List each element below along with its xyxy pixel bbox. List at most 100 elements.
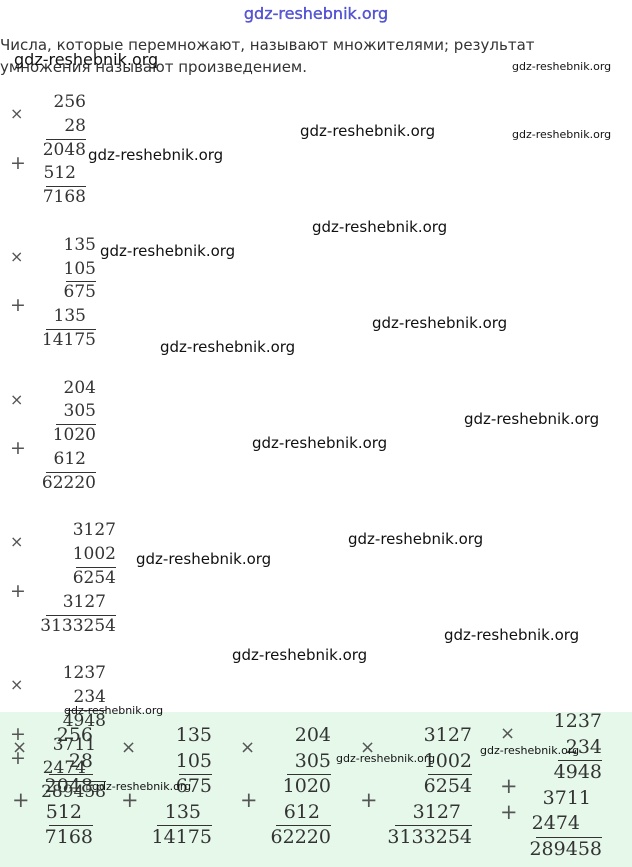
plus-sign: + xyxy=(10,151,26,174)
number: 3711 xyxy=(542,786,591,809)
number: 135 xyxy=(175,724,212,746)
number: 4948 xyxy=(62,710,106,731)
rule xyxy=(157,825,212,827)
number: 135 xyxy=(164,800,201,823)
number: 2048 xyxy=(42,139,86,160)
number: 4948 xyxy=(553,761,602,784)
rule xyxy=(49,774,93,776)
number: 135 xyxy=(63,234,96,255)
watermark: gdz-reshebnik.org xyxy=(64,704,164,717)
number: 3127 xyxy=(423,724,472,746)
times-sign: × xyxy=(10,103,24,123)
number: 3711 xyxy=(52,734,96,755)
number: 305 xyxy=(294,749,331,772)
times-sign: × xyxy=(240,736,256,758)
rule xyxy=(287,774,331,776)
number: 512 xyxy=(45,800,82,823)
number: 612 xyxy=(53,449,86,469)
number: 3133254 xyxy=(387,826,472,849)
number: 204 xyxy=(294,724,331,746)
number: 105 xyxy=(175,749,212,772)
plus-sign: + xyxy=(10,579,26,602)
number: 135 xyxy=(53,306,86,327)
number: 1020 xyxy=(282,775,331,798)
number: 3127 xyxy=(72,520,116,541)
plus-sign: + xyxy=(10,722,26,745)
number: 2048 xyxy=(44,775,93,798)
number: 1002 xyxy=(423,749,472,772)
watermark: gdz-reshebnik.org xyxy=(312,218,448,236)
watermark: gdz-reshebnik.org xyxy=(100,242,236,260)
rule xyxy=(179,774,212,776)
watermark: gdz-reshebnik.org xyxy=(372,314,508,332)
number: 3133254 xyxy=(40,615,116,636)
times-sign: × xyxy=(360,736,376,758)
number: 2474 xyxy=(42,758,86,779)
site-header: gdz-reshebnik.org xyxy=(243,4,389,23)
times-sign: × xyxy=(10,532,24,552)
watermark: gdz-reshebnik.org xyxy=(480,744,580,757)
number: 256 xyxy=(53,92,86,112)
number: 7168 xyxy=(42,187,86,208)
number: 14175 xyxy=(41,330,96,350)
watermark: gdz-reshebnik.org xyxy=(512,60,612,73)
plus-sign: + xyxy=(10,294,26,317)
number: 6254 xyxy=(72,568,116,588)
watermark: gdz-reshebnik.org xyxy=(336,752,436,765)
plus-sign: + xyxy=(240,788,258,812)
intro-text: Числа, которые перемножают, называют мно… xyxy=(0,36,535,76)
times-sign: × xyxy=(12,736,28,758)
number: 1237 xyxy=(553,710,602,732)
watermark: gdz-reshebnik.org xyxy=(300,122,436,140)
number: 7168 xyxy=(44,826,93,849)
plus-sign: + xyxy=(12,788,30,812)
answer-panel xyxy=(0,712,632,867)
times-sign: × xyxy=(10,389,24,409)
number: 204 xyxy=(63,377,96,398)
times-sign: × xyxy=(10,246,24,266)
number: 6254 xyxy=(423,775,472,798)
number: 234 xyxy=(565,735,602,758)
number: 62220 xyxy=(41,472,96,493)
rule xyxy=(395,825,472,827)
number: 612 xyxy=(283,800,320,823)
watermark: gdz-reshebnik.org xyxy=(92,780,192,793)
number: 105 xyxy=(63,258,96,279)
watermark: gdz-reshebnik.org xyxy=(160,338,296,356)
rule xyxy=(46,186,86,188)
rule xyxy=(428,774,472,776)
number: 28 xyxy=(68,749,93,772)
number: 305 xyxy=(63,401,96,422)
rule xyxy=(46,781,106,783)
watermark: gdz-reshebnik.org xyxy=(252,434,388,452)
rule xyxy=(56,424,96,426)
number: 28 xyxy=(64,115,86,136)
watermark: gdz-reshebnik.org xyxy=(348,530,484,548)
watermark: gdz-reshebnik.org xyxy=(232,646,368,664)
number: 675 xyxy=(63,282,96,303)
plus-sign: + xyxy=(10,437,26,460)
rule xyxy=(276,825,331,827)
watermark: gdz-reshebnik.org xyxy=(464,410,600,428)
number: 62220 xyxy=(270,826,331,849)
times-sign: × xyxy=(121,736,137,758)
number: 1002 xyxy=(72,544,116,565)
plus-sign: + xyxy=(500,774,518,798)
number: 675 xyxy=(175,775,212,798)
rule xyxy=(76,567,116,568)
times-sign: × xyxy=(10,675,24,695)
number: 3127 xyxy=(62,591,106,612)
watermark: gdz-reshebnik.org xyxy=(512,128,612,141)
number: 234 xyxy=(73,687,106,707)
number: 256 xyxy=(56,724,93,746)
rule xyxy=(46,138,86,140)
watermark: gdz-reshebnik.org xyxy=(14,50,159,69)
watermark: gdz-reshebnik.org xyxy=(88,146,224,164)
plus-sign: + xyxy=(360,788,378,812)
rule xyxy=(46,614,116,616)
plus-sign: + xyxy=(500,799,518,824)
plus-sign: + xyxy=(10,746,26,769)
plus-sign: + xyxy=(121,788,139,812)
number: 2474 xyxy=(531,812,580,835)
